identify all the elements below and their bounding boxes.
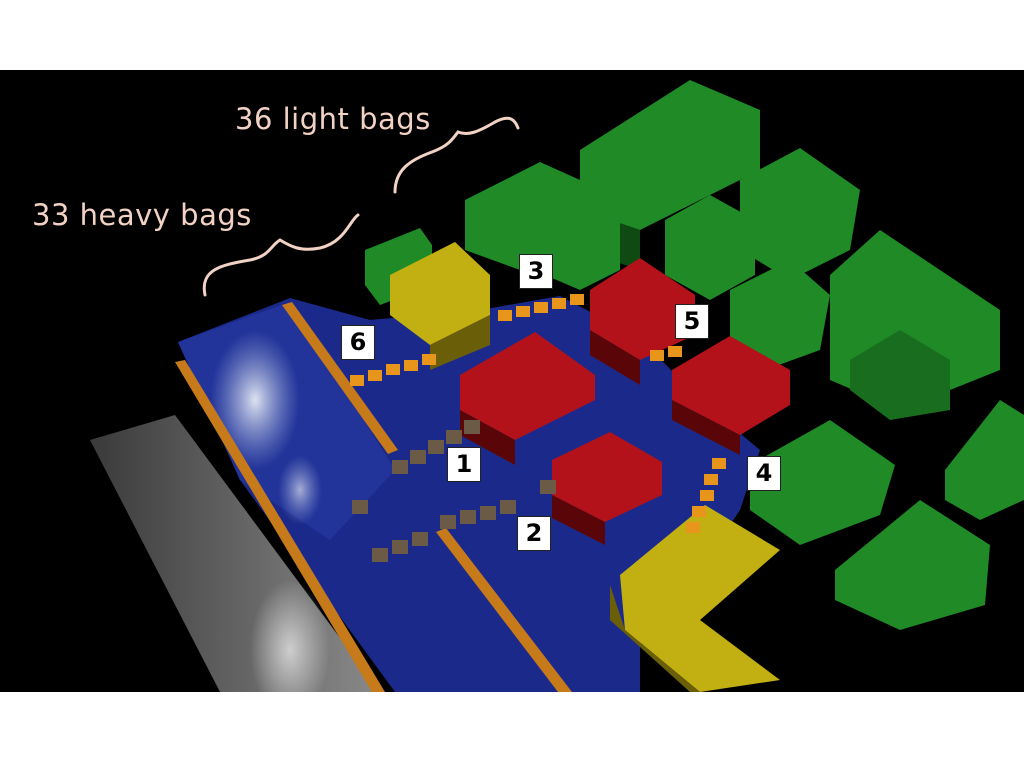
light-bags bbox=[350, 294, 726, 533]
green-building-a bbox=[580, 80, 760, 230]
yellow-building-bottom bbox=[620, 505, 780, 692]
marker-4: 4 bbox=[748, 457, 780, 490]
light-bag bbox=[700, 490, 714, 501]
marker-1: 1 bbox=[448, 448, 480, 481]
green-building-c bbox=[545, 198, 620, 290]
light-bag bbox=[350, 375, 364, 386]
brace-heavy-bags bbox=[202, 213, 360, 297]
flood-simulation-scene: 36 light bags 33 heavy bags 1 2 3 4 5 6 bbox=[0, 70, 1024, 692]
green-building-k bbox=[835, 500, 990, 630]
red-building-4 bbox=[552, 432, 662, 522]
yellow-building-top-side bbox=[430, 315, 490, 370]
orange-wall-top bbox=[282, 302, 398, 454]
red-building-3-side bbox=[672, 400, 740, 455]
light-bag bbox=[552, 298, 566, 309]
yellow-building-top bbox=[390, 242, 490, 345]
orange-wall-left bbox=[175, 360, 385, 692]
light-bag bbox=[668, 346, 682, 357]
light-bag bbox=[516, 306, 530, 317]
heavy-bag bbox=[392, 540, 408, 554]
red-building-4-side bbox=[552, 495, 605, 545]
heavy-bags bbox=[352, 420, 556, 562]
water-foam-2 bbox=[278, 455, 322, 525]
red-building-2-side bbox=[590, 330, 640, 385]
red-building-2 bbox=[590, 258, 695, 360]
light-bag bbox=[404, 360, 418, 371]
light-bag bbox=[692, 506, 706, 517]
heavy-bag bbox=[500, 500, 516, 514]
light-bag bbox=[704, 474, 718, 485]
green-building-e bbox=[665, 195, 755, 300]
brace-light-bags bbox=[393, 116, 520, 194]
green-building-h bbox=[850, 330, 950, 420]
heavy-bags-label: 33 heavy bags bbox=[32, 198, 252, 232]
green-building-d bbox=[740, 148, 860, 280]
heavy-bag bbox=[352, 500, 368, 514]
orange-wall-bottom bbox=[436, 528, 572, 692]
light-bag bbox=[386, 364, 400, 375]
heavy-bag bbox=[428, 440, 444, 454]
marker-6: 6 bbox=[342, 326, 374, 359]
heavy-bag bbox=[480, 506, 496, 520]
light-bag bbox=[368, 370, 382, 381]
light-bag bbox=[686, 522, 700, 533]
marker-5: 5 bbox=[676, 305, 708, 338]
heavy-bag bbox=[460, 510, 476, 524]
heavy-bag bbox=[412, 532, 428, 546]
light-bag bbox=[498, 310, 512, 321]
light-bag bbox=[534, 302, 548, 313]
heavy-bag bbox=[464, 420, 480, 434]
light-bag bbox=[712, 458, 726, 469]
light-bags-label: 36 light bags bbox=[235, 102, 431, 136]
marker-2: 2 bbox=[518, 517, 550, 550]
light-bag bbox=[650, 350, 664, 361]
road-highlight bbox=[250, 580, 330, 692]
heavy-bag bbox=[446, 430, 462, 444]
light-bag bbox=[422, 354, 436, 365]
scene-render bbox=[90, 80, 1024, 692]
green-building-j bbox=[750, 420, 895, 545]
green-building-f bbox=[730, 260, 830, 370]
heavy-bag bbox=[440, 515, 456, 529]
heavy-bag bbox=[392, 460, 408, 474]
marker-3: 3 bbox=[520, 255, 552, 288]
heavy-bag bbox=[372, 548, 388, 562]
water-foam bbox=[210, 330, 300, 470]
green-building-l bbox=[945, 400, 1024, 520]
heavy-bag bbox=[410, 450, 426, 464]
heavy-bag bbox=[540, 480, 556, 494]
light-bag bbox=[570, 294, 584, 305]
red-building-3 bbox=[672, 336, 790, 435]
red-building-1 bbox=[460, 332, 595, 440]
